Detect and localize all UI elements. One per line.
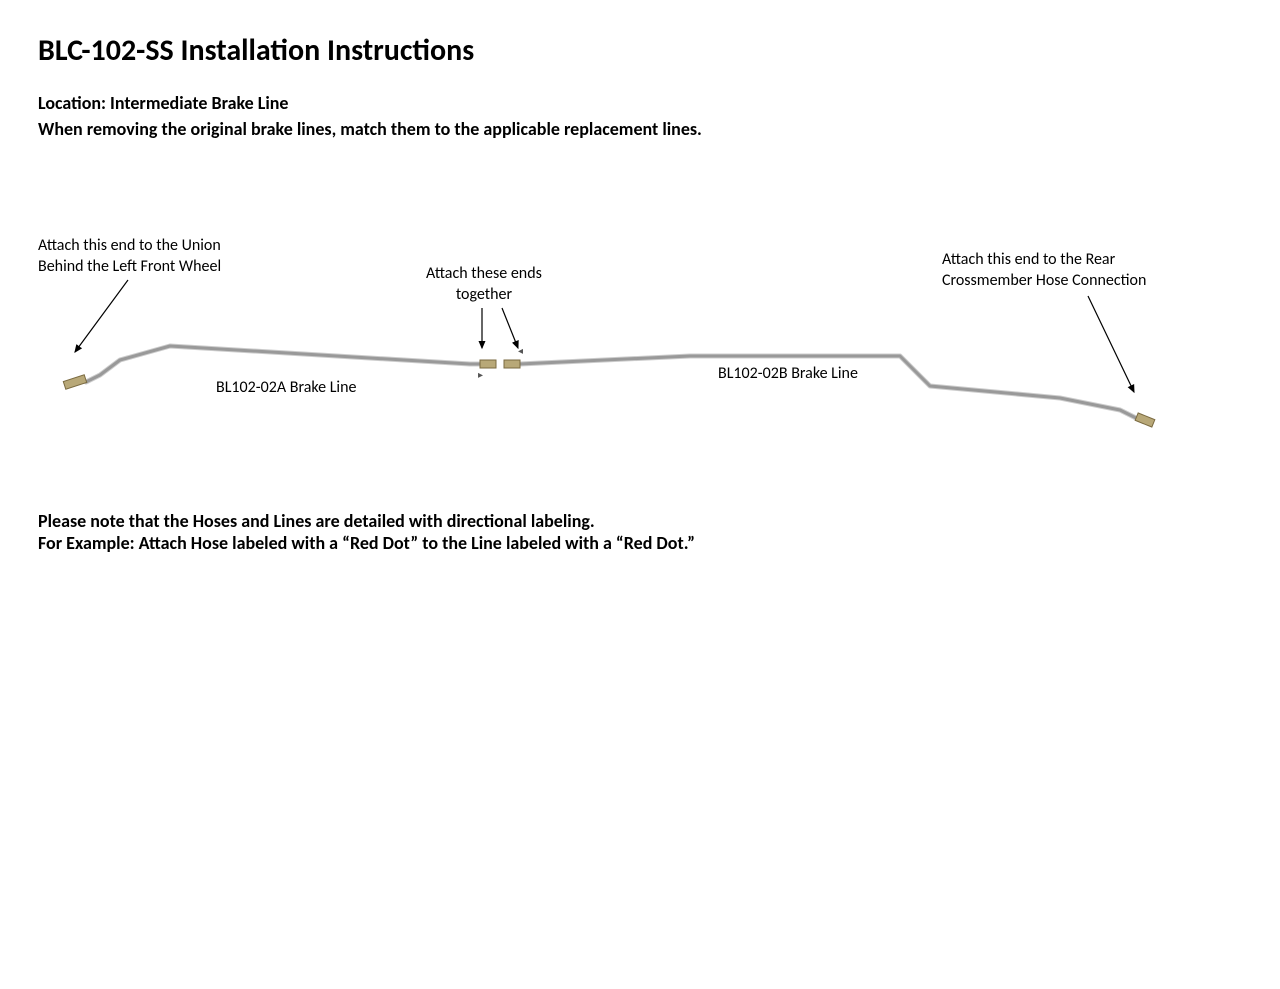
callout-left: Attach this end to the Union Behind the …	[38, 236, 221, 278]
svg-text:◂: ◂	[518, 344, 523, 357]
line-label-a: BL102-02A Brake Line	[216, 378, 356, 397]
callout-right: Attach this end to the Rear Crossmember …	[942, 250, 1146, 292]
line-label-b: BL102-02B Brake Line	[718, 364, 858, 383]
callout-center: Attach these ends together	[426, 264, 542, 306]
page-title: BLC-102-SS Installation Instructions	[38, 32, 474, 69]
location-line: Location: Intermediate Brake Line	[38, 92, 289, 114]
note-line-1: Please note that the Hoses and Lines are…	[38, 510, 595, 532]
instruction-line: When removing the original brake lines, …	[38, 118, 702, 140]
arrows-group	[75, 280, 1134, 392]
svg-text:▸: ▸	[478, 368, 483, 381]
brake-line-diagram: ▸◂	[0, 0, 1280, 989]
tick-marks-group: ▸◂	[478, 344, 523, 381]
note-line-2: For Example: Attach Hose labeled with a …	[38, 532, 695, 554]
